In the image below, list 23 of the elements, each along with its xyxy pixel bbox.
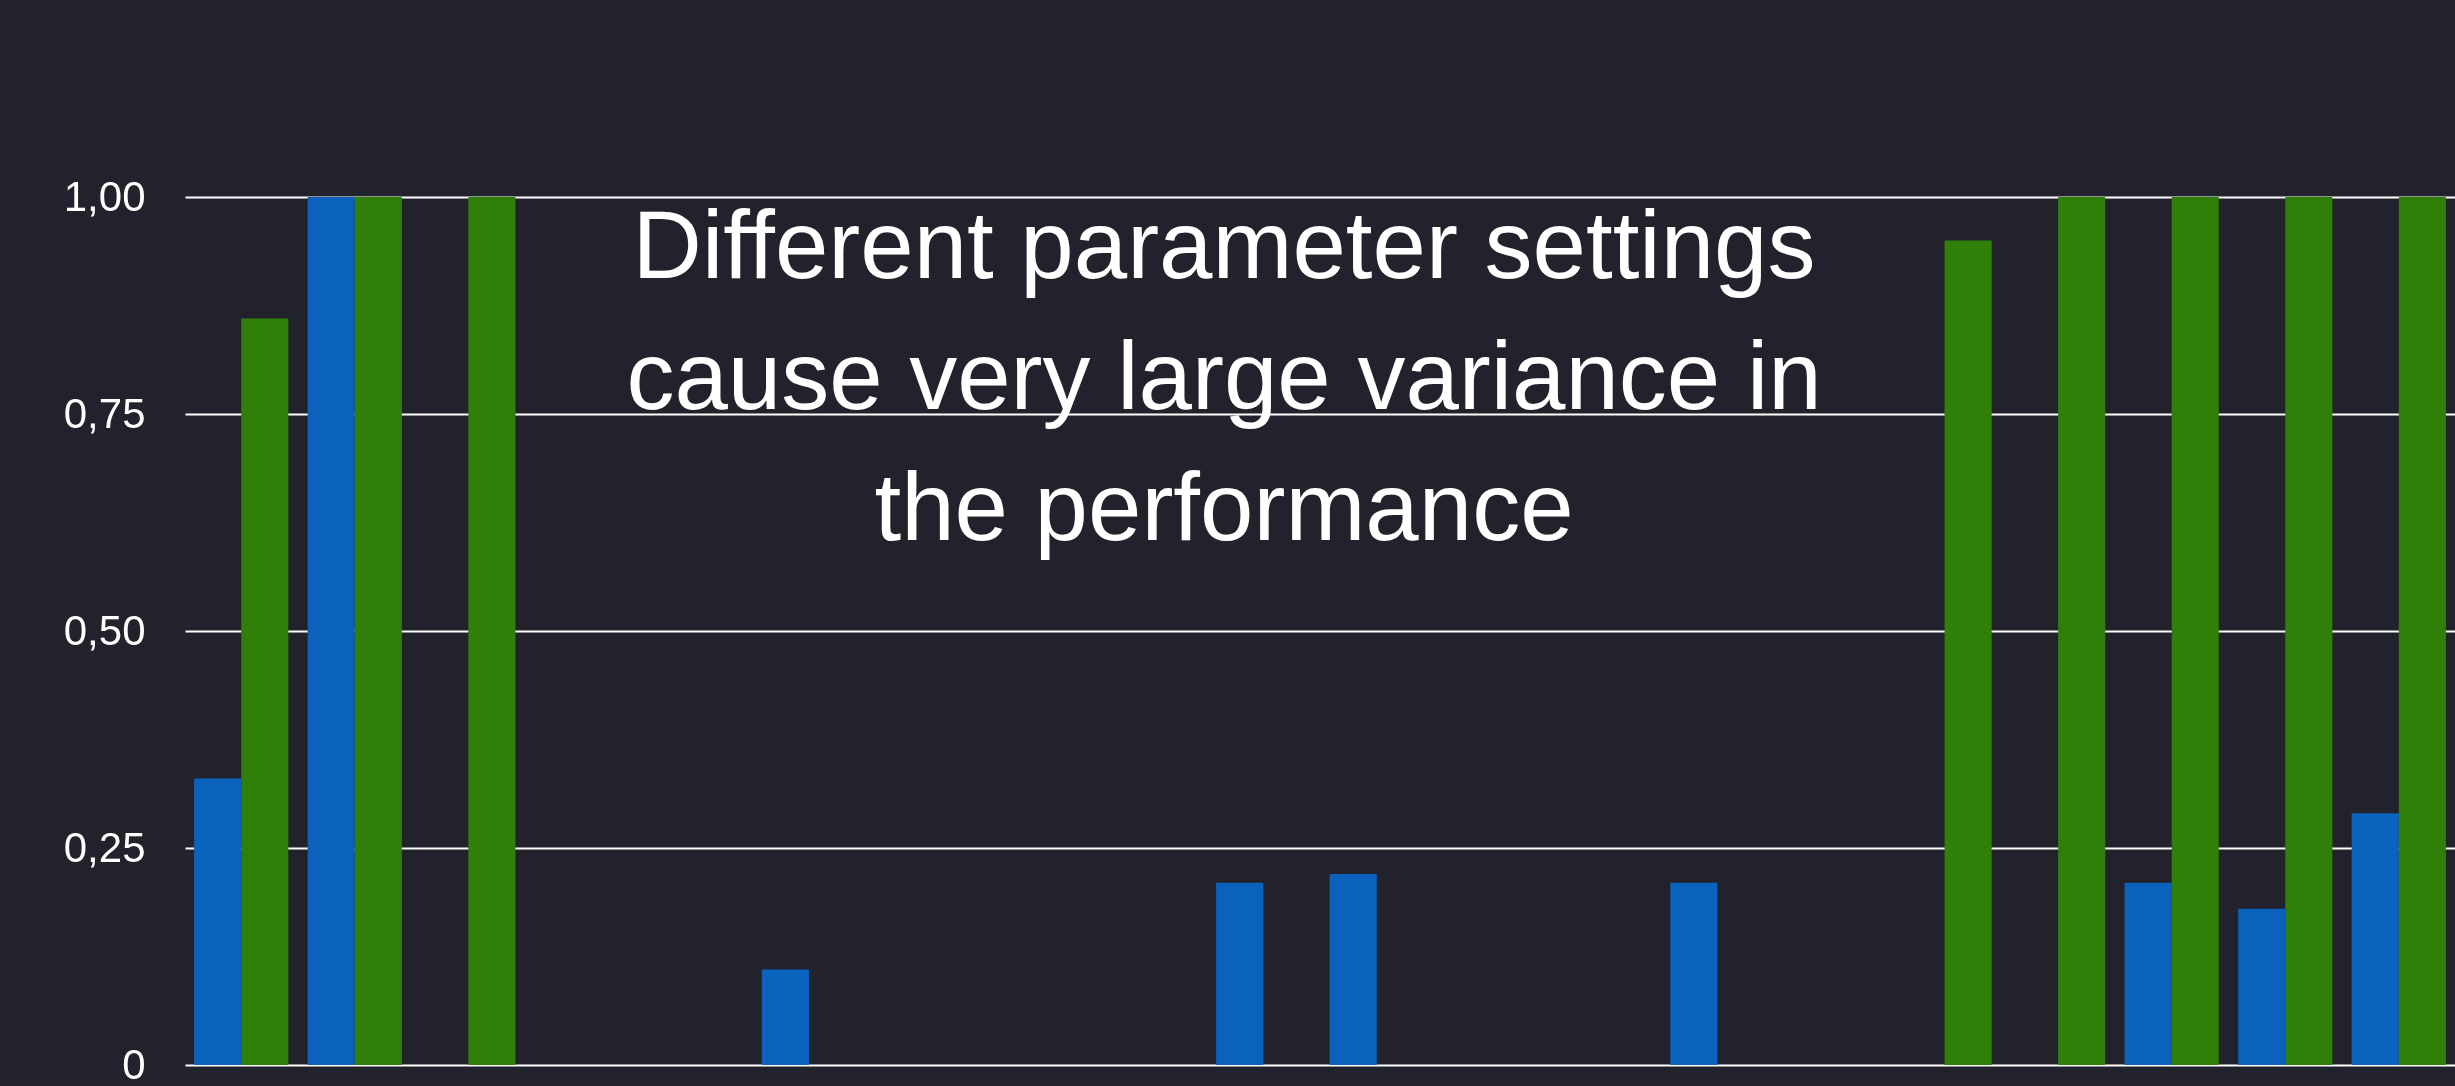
bar xyxy=(2398,197,2446,1065)
annotation: Different parameter settings cause very large variance in the performance xyxy=(626,191,1822,560)
bar xyxy=(241,318,289,1065)
bar xyxy=(1329,874,1377,1065)
bar xyxy=(354,197,402,1065)
bar xyxy=(2238,908,2286,1065)
bar xyxy=(761,969,809,1065)
y-tick-label: 0,50 xyxy=(63,606,146,654)
bar xyxy=(468,197,516,1065)
bar xyxy=(1944,240,1992,1065)
y-tick-label: 0 xyxy=(122,1040,146,1086)
bar xyxy=(2124,882,2172,1065)
y-tick-label: 0,75 xyxy=(63,389,146,437)
bar xyxy=(1670,882,1718,1065)
y-tick-label: 0,25 xyxy=(63,823,146,871)
bar xyxy=(307,197,355,1065)
y-tick-label: 1,00 xyxy=(63,172,146,220)
bar xyxy=(2058,197,2106,1065)
bar xyxy=(1216,882,1264,1065)
bar xyxy=(2351,813,2399,1065)
bar xyxy=(194,778,242,1065)
bar xyxy=(2171,197,2219,1065)
bar xyxy=(2285,197,2333,1065)
